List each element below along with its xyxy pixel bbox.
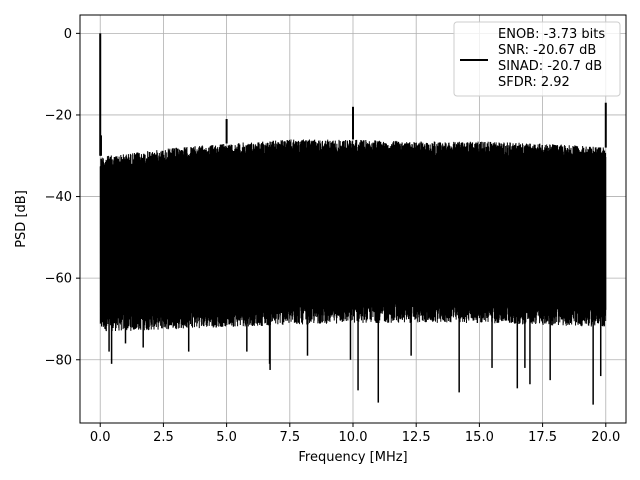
- x-tick-label: 5.0: [216, 430, 237, 445]
- psd-spikes: [99, 33, 607, 156]
- x-tick-label: 12.5: [402, 430, 431, 445]
- psd-trace: [99, 139, 607, 332]
- y-axis-ticks: 0 −20 −40 −60 −80: [45, 27, 80, 368]
- x-tick-label: 7.5: [279, 430, 300, 445]
- x-tick-label: 17.5: [528, 430, 557, 445]
- legend-line: SINAD: -20.7 dB: [498, 59, 602, 74]
- psd-dips: [108, 310, 602, 405]
- legend: ENOB: -3.73 bits SNR: -20.67 dB SINAD: -20…: [453, 21, 621, 97]
- x-tick-label: 15.0: [465, 430, 494, 445]
- legend-line: ENOB: -3.73 bits: [498, 27, 605, 42]
- y-tick-label: 0: [64, 27, 72, 42]
- y-tick-label: −60: [45, 272, 72, 287]
- x-tick-label: 0.0: [90, 430, 111, 445]
- y-tick-label: −40: [45, 190, 72, 205]
- x-tick-label: 2.5: [153, 430, 174, 445]
- legend-box: [453, 21, 621, 97]
- x-axis-label: Frequency [MHz]: [298, 450, 407, 465]
- x-tick-label: 10.0: [339, 430, 368, 445]
- x-axis-ticks: 0.0 2.5 5.0 7.5 10.0 12.5 15.0 17.5 20.0: [90, 423, 620, 445]
- x-tick-label: 20.0: [591, 430, 620, 445]
- y-tick-label: −80: [45, 353, 72, 368]
- plot-area: [99, 33, 607, 405]
- legend-line: SNR: -20.67 dB: [498, 43, 596, 58]
- legend-entry-label: ENOB: -3.73 bits SNR: -20.67 dB SINAD: -20…: [498, 27, 605, 90]
- y-tick-label: −20: [45, 108, 72, 123]
- legend-line: SFDR: 2.92: [498, 75, 570, 90]
- y-axis-label: PSD [dB]: [14, 190, 29, 248]
